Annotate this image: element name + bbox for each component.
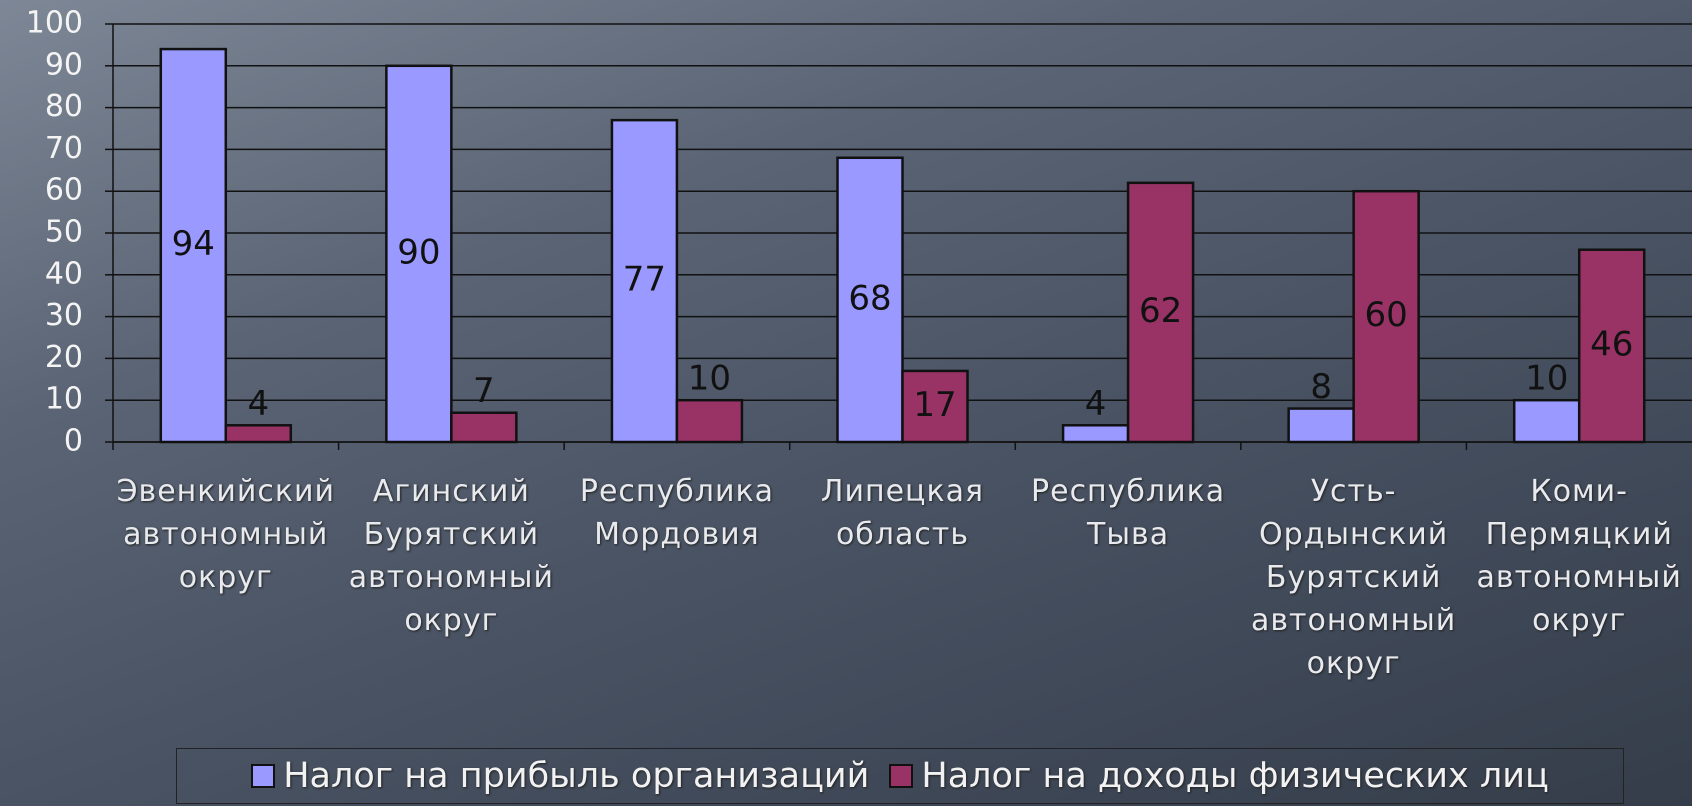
data-label: 4 — [1085, 384, 1107, 424]
x-tick-label: Республика Тыва — [1015, 470, 1241, 556]
data-label: 90 — [397, 232, 440, 272]
y-tick-label: 80 — [45, 89, 83, 124]
legend-swatch — [251, 764, 275, 788]
data-label: 17 — [913, 385, 956, 425]
y-tick-label: 70 — [45, 131, 83, 166]
bar — [1063, 425, 1128, 442]
legend: Налог на прибыль организаций Налог на дох… — [176, 748, 1624, 804]
y-tick-label: 100 — [26, 6, 83, 41]
slide: 0102030405060708090100944907771068174628… — [0, 0, 1692, 806]
data-label: 68 — [848, 278, 891, 318]
y-tick-label: 60 — [45, 173, 83, 208]
y-tick-label: 90 — [45, 47, 83, 82]
data-label: 94 — [172, 224, 215, 264]
y-tick-label: 20 — [45, 340, 83, 375]
legend-label: Налог на прибыль организаций — [283, 756, 869, 796]
data-label: 60 — [1365, 295, 1408, 335]
page: {"chart_data": {"type": "bar", "categori… — [0, 0, 1692, 806]
data-label: 46 — [1590, 324, 1633, 364]
data-label: 10 — [1525, 359, 1568, 399]
bar — [677, 400, 742, 442]
y-tick-label: 50 — [45, 215, 83, 250]
x-tick-label: Липецкая область — [790, 470, 1016, 556]
chart: 0102030405060708090100944907771068174628… — [0, 0, 1692, 806]
x-tick-label: Усть-Ордынский Бурятский автономный окру… — [1241, 470, 1467, 685]
y-tick-label: 40 — [45, 256, 83, 291]
bar — [1289, 409, 1354, 442]
data-label: 62 — [1139, 291, 1182, 331]
data-label: 7 — [473, 371, 495, 411]
x-tick-label: Агинский Бурятский автономный округ — [339, 470, 565, 642]
y-tick-label: 0 — [64, 424, 83, 459]
bar — [451, 413, 516, 442]
legend-label: Налог на доходы физических лиц — [921, 756, 1548, 796]
y-tick-label: 30 — [45, 298, 83, 333]
bar — [1514, 400, 1579, 442]
data-label: 4 — [247, 384, 269, 424]
bar — [226, 425, 291, 442]
legend-item: Налог на прибыль организаций — [251, 756, 869, 796]
data-label: 8 — [1310, 367, 1332, 407]
data-label: 77 — [623, 260, 666, 300]
y-tick-label: 10 — [45, 382, 83, 417]
legend-item: Налог на доходы физических лиц — [889, 756, 1548, 796]
x-tick-label: Коми-Пермяцкий автономный округ — [1466, 470, 1692, 642]
x-tick-label: Эвенкийский автономный округ — [113, 470, 339, 599]
legend-swatch — [889, 764, 913, 788]
data-label: 10 — [688, 359, 731, 399]
x-tick-label: Республика Мордовия — [564, 470, 790, 556]
